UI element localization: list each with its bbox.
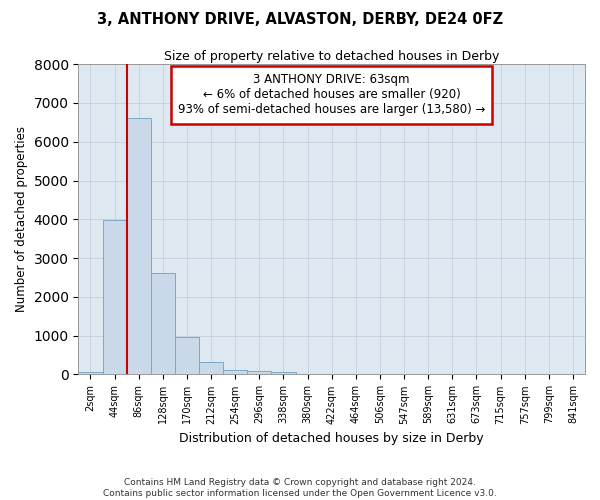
Bar (247, 372, 271, 374)
Bar (151, 273, 175, 374)
Bar (199, 362, 223, 374)
Text: 3 ANTHONY DRIVE: 63sqm
← 6% of detached houses are smaller (920)
93% of semi-det: 3 ANTHONY DRIVE: 63sqm ← 6% of detached … (178, 74, 485, 116)
Bar (103, 220, 127, 374)
Bar (175, 337, 199, 374)
Bar (79, 372, 103, 374)
Y-axis label: Number of detached properties: Number of detached properties (15, 126, 28, 312)
Bar (223, 370, 247, 374)
Text: Contains HM Land Registry data © Crown copyright and database right 2024.
Contai: Contains HM Land Registry data © Crown c… (103, 478, 497, 498)
Bar (271, 372, 296, 374)
Bar (127, 118, 151, 374)
X-axis label: Distribution of detached houses by size in Derby: Distribution of detached houses by size … (179, 432, 484, 445)
Title: Size of property relative to detached houses in Derby: Size of property relative to detached ho… (164, 50, 499, 63)
Text: 3, ANTHONY DRIVE, ALVASTON, DERBY, DE24 0FZ: 3, ANTHONY DRIVE, ALVASTON, DERBY, DE24 … (97, 12, 503, 28)
